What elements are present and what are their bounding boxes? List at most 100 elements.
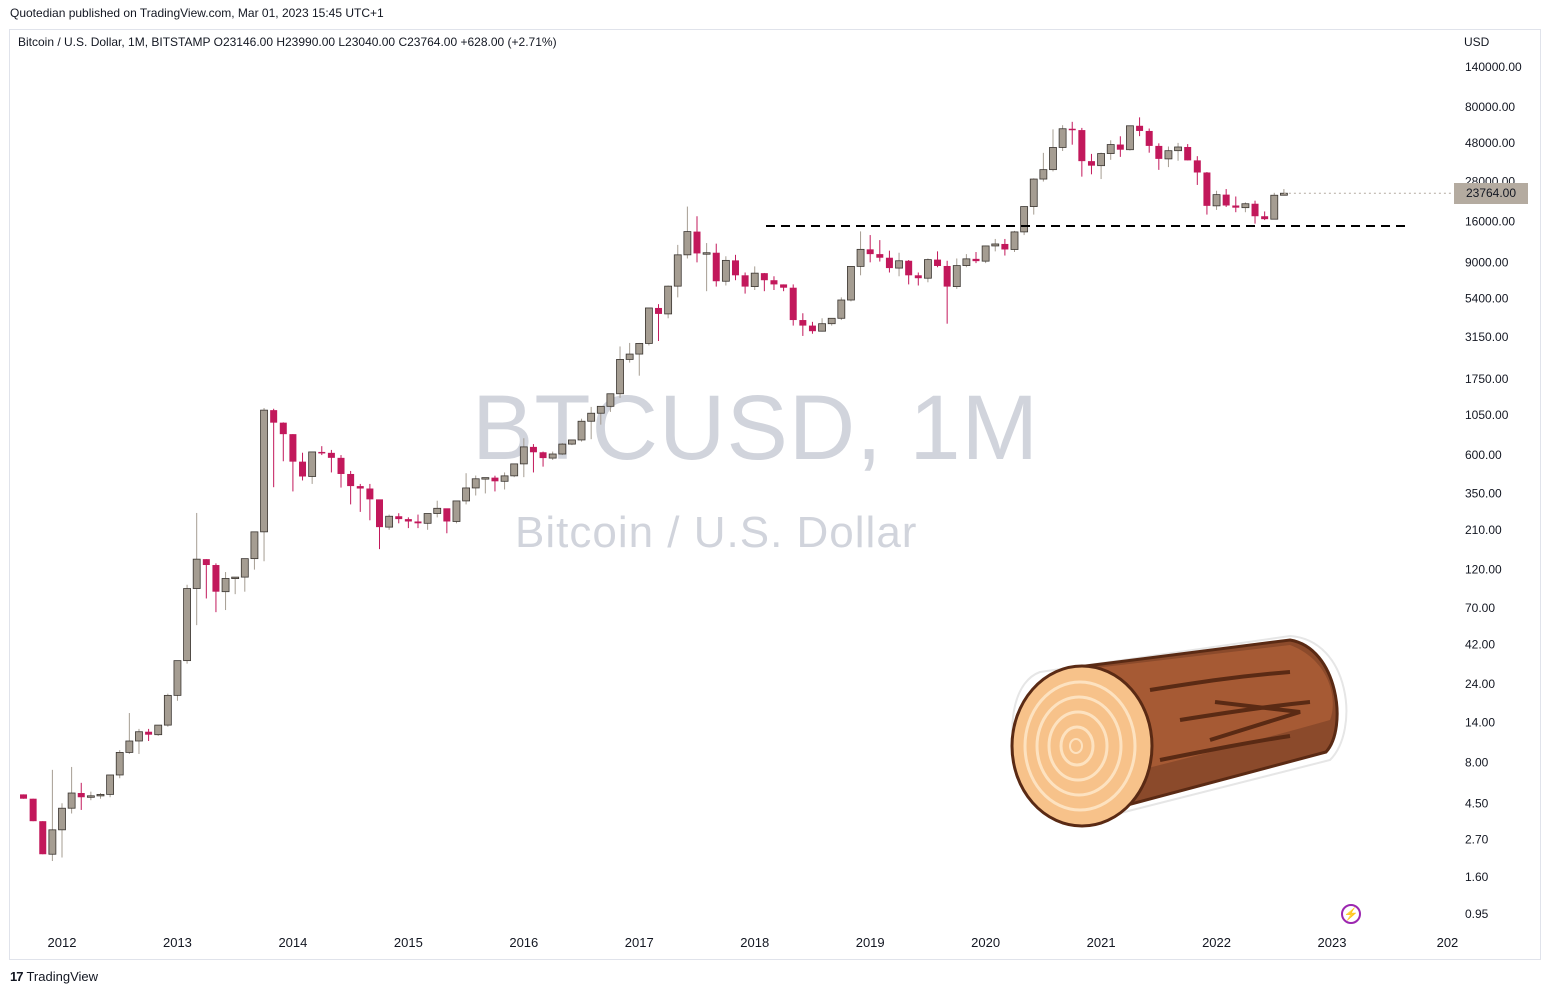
candle[interactable] <box>1232 205 1240 208</box>
candle[interactable] <box>250 531 259 560</box>
candle[interactable] <box>721 259 730 282</box>
candle[interactable] <box>876 254 884 258</box>
candle[interactable] <box>943 265 951 287</box>
candle[interactable] <box>827 317 836 325</box>
candle[interactable] <box>673 254 682 287</box>
candle[interactable] <box>1136 125 1144 131</box>
candle[interactable] <box>1116 144 1124 150</box>
candle[interactable] <box>356 486 364 489</box>
candle[interactable] <box>770 280 778 285</box>
candle[interactable] <box>519 446 528 465</box>
candle[interactable] <box>279 422 287 435</box>
candle[interactable] <box>395 516 403 520</box>
candle[interactable] <box>86 795 95 798</box>
candle[interactable] <box>260 409 268 533</box>
candle[interactable] <box>972 258 980 262</box>
candle[interactable] <box>981 245 990 262</box>
candle[interactable] <box>1145 130 1153 146</box>
candle[interactable] <box>1097 153 1105 167</box>
candle[interactable] <box>635 343 644 355</box>
candle[interactable] <box>1068 128 1076 131</box>
candle[interactable] <box>558 443 567 455</box>
candle[interactable] <box>731 260 739 276</box>
candle[interactable] <box>192 558 201 589</box>
candle[interactable] <box>616 359 624 395</box>
candle[interactable] <box>202 559 210 566</box>
candle[interactable] <box>145 731 153 735</box>
candle[interactable] <box>962 258 971 266</box>
candle[interactable] <box>693 231 701 254</box>
candle[interactable] <box>1212 194 1221 207</box>
candle[interactable] <box>539 452 547 459</box>
candle[interactable] <box>462 487 470 502</box>
candle[interactable] <box>423 513 432 524</box>
candle[interactable] <box>183 588 191 662</box>
candle[interactable] <box>952 265 961 287</box>
candle[interactable] <box>500 475 509 482</box>
candle[interactable] <box>625 353 634 360</box>
candle[interactable] <box>270 410 278 423</box>
candle[interactable] <box>154 724 163 736</box>
candle[interactable] <box>587 412 596 422</box>
candle[interactable] <box>347 473 355 487</box>
candle[interactable] <box>895 260 903 269</box>
candle[interactable] <box>125 740 134 753</box>
candle[interactable] <box>327 452 335 458</box>
candle[interactable] <box>818 323 826 332</box>
candle[interactable] <box>318 451 326 454</box>
candle[interactable] <box>1155 145 1163 159</box>
candle[interactable] <box>1270 194 1279 220</box>
candle[interactable] <box>741 275 749 287</box>
candle[interactable] <box>1241 203 1250 209</box>
candle[interactable] <box>308 451 317 477</box>
candle[interactable] <box>760 273 768 281</box>
candle[interactable] <box>1001 243 1009 250</box>
candle[interactable] <box>67 792 76 809</box>
candle[interactable] <box>1087 161 1095 166</box>
candle[interactable] <box>376 499 383 528</box>
candle[interactable] <box>240 558 249 578</box>
candle[interactable] <box>789 287 797 321</box>
candle[interactable] <box>135 731 143 742</box>
candle[interactable] <box>1078 130 1086 162</box>
candle[interactable] <box>443 508 451 522</box>
candle[interactable] <box>799 320 807 326</box>
candle[interactable] <box>702 252 711 255</box>
candle[interactable] <box>366 488 374 500</box>
candle[interactable] <box>1058 128 1067 148</box>
candle[interactable] <box>221 578 230 593</box>
candle[interactable] <box>1126 125 1134 151</box>
candle[interactable] <box>163 694 172 726</box>
candle[interactable] <box>548 453 557 459</box>
candle[interactable] <box>39 821 47 855</box>
candle[interactable] <box>491 477 499 482</box>
candle[interactable] <box>683 231 692 256</box>
candle[interactable] <box>385 515 394 528</box>
tradingview-brand[interactable]: 17 TradingView <box>10 969 98 984</box>
candle[interactable] <box>299 461 307 477</box>
candle[interactable] <box>905 260 913 276</box>
candle[interactable] <box>115 752 124 776</box>
candle[interactable] <box>1203 172 1211 206</box>
candle[interactable] <box>780 284 788 288</box>
candle[interactable] <box>1222 194 1230 206</box>
candle[interactable] <box>1010 231 1019 250</box>
lightning-icon[interactable]: ⚡ <box>1341 904 1361 924</box>
candle[interactable] <box>924 259 932 279</box>
candle[interactable] <box>750 272 759 287</box>
candle[interactable] <box>1020 206 1029 233</box>
candle[interactable] <box>1193 160 1201 173</box>
candle[interactable] <box>837 299 846 319</box>
candle[interactable] <box>1039 169 1048 180</box>
candle[interactable] <box>106 774 115 795</box>
candle[interactable] <box>404 519 412 522</box>
candle[interactable] <box>577 420 586 441</box>
candle[interactable] <box>452 500 461 522</box>
candle[interactable] <box>212 565 220 592</box>
candle[interactable] <box>1184 146 1192 161</box>
candle[interactable] <box>664 285 673 315</box>
candle[interactable] <box>568 439 576 445</box>
candle[interactable] <box>934 259 942 266</box>
candle[interactable] <box>991 243 1000 247</box>
